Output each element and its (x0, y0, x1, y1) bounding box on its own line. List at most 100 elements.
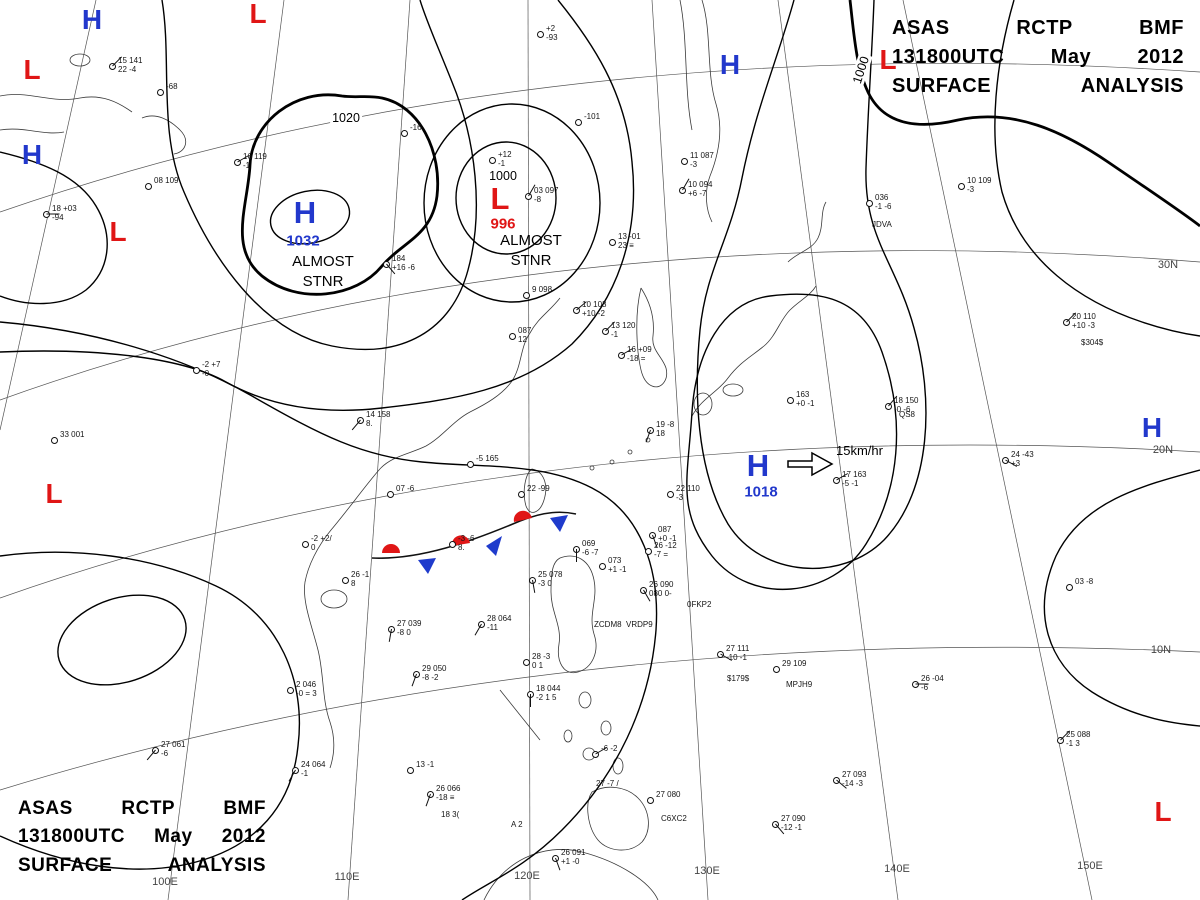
station-text: 10 094 +6 -7 (688, 180, 713, 198)
pressure-center-letter-H: H (746, 448, 770, 483)
chart-type: SURFACE ANALYSIS (18, 854, 266, 876)
station-circle-icon (1066, 584, 1073, 591)
station-text: 184 +16 -6 (392, 254, 415, 272)
pressure-letter-L: L (23, 54, 41, 85)
station-text: 19 -8 18 (656, 420, 675, 438)
station-text: 18 +03 -94 (52, 204, 77, 222)
station-circle-icon (618, 352, 625, 359)
station-circle-icon (523, 659, 530, 666)
station-text: -16 (410, 123, 422, 132)
station-circle-icon (573, 307, 580, 314)
station-text: QS8 (899, 410, 916, 419)
station-circle-icon (787, 397, 794, 404)
station-circle-icon (467, 461, 474, 468)
coastlines (0, 0, 827, 900)
pressure-motion-label: 15km/hr (836, 443, 883, 458)
station-text: 18 044 -2 1 5 (536, 684, 561, 702)
station-circle-icon (302, 541, 309, 548)
pressure-letter-L: L (1154, 796, 1172, 827)
station-circle-icon (152, 747, 159, 754)
longitude-label: 120E (514, 870, 540, 882)
station-circle-icon (833, 477, 840, 484)
chart-datetime: 131800UTC May 2012 (892, 46, 1184, 68)
station-circle-icon (912, 681, 919, 688)
station-circle-icon (427, 791, 434, 798)
station-text: 26 -1 8 (351, 570, 370, 588)
station-circle-icon (599, 563, 606, 570)
station-text: 26 091 +1 -0 (561, 848, 586, 866)
pressure-center-value: 1018 (744, 483, 778, 501)
pressure-center-letter-L: L (490, 181, 510, 216)
station-circle-icon (537, 31, 544, 38)
station-text: 27 111 -10 -1 (726, 644, 750, 662)
station-text: 16 119 -1 (243, 152, 267, 170)
station-text: -101 (584, 112, 601, 121)
latitude-label: 10N (1150, 644, 1172, 656)
pressure-center-value: 996 (490, 215, 516, 233)
pressure-letter-H: H (719, 49, 741, 80)
station-text: 10 109 -3 (967, 176, 992, 194)
station-text: $304$ (1081, 338, 1104, 347)
chart-datetime: 131800UTC May 2012 (18, 826, 266, 847)
station-circle-icon (287, 687, 294, 694)
pressure-letter-L: L (879, 44, 897, 75)
station-text: -3 -6 8. (458, 534, 475, 552)
station-circle-icon (489, 157, 496, 164)
motion-arrow (787, 451, 834, 477)
station-text: 15 141 22 -4 (118, 56, 143, 74)
pressure-center-value: 1032 (286, 232, 320, 250)
station-text: 24 064 -1 (301, 760, 326, 778)
station-text: MPJH9 (786, 680, 813, 689)
longitude-label: 100E (152, 876, 178, 888)
station-text: 069 -6 -7 (582, 539, 599, 557)
station-text: 28 -3 0 1 (532, 652, 551, 670)
station-text: 25 088 -1 3 (1066, 730, 1091, 748)
station-circle-icon (357, 417, 364, 424)
station-circle-icon (866, 200, 873, 207)
station-text: 18 150 -0 -6 (894, 396, 919, 414)
isobar-label: 1000 (487, 169, 519, 183)
station-circle-icon (145, 183, 152, 190)
station-text: 087 +0 -1 (658, 525, 677, 543)
station-circle-icon (773, 666, 780, 673)
station-text: 11 087 -3 (690, 151, 714, 169)
stationary-front (371, 510, 577, 574)
chart-id: ASAS RCTP BMF (18, 797, 266, 819)
station-circle-icon (645, 548, 652, 555)
station-circle-icon (523, 292, 530, 299)
pressure-center-note: ALMOST STNR (292, 253, 354, 291)
station-text: ZCDM8 VRDP9 (594, 620, 653, 629)
station-circle-icon (234, 159, 241, 166)
station-text: 29 109 (782, 659, 807, 668)
isobar-label: 1000 (849, 52, 873, 88)
station-circle-icon (413, 671, 420, 678)
station-text: 16 +09 -18 = (627, 345, 652, 363)
station-text: -5 165 (476, 454, 499, 463)
station-text: 25 078 -3 0 (538, 570, 563, 588)
station-circle-icon (193, 367, 200, 374)
station-text: 03 097 -8 (534, 186, 559, 204)
station-text: 26 -12 -7 = (654, 541, 677, 559)
front-triangle (550, 515, 568, 532)
station-text: 27 039 -8 0 (397, 619, 422, 637)
station-circle-icon (157, 89, 164, 96)
station-text: 08 109 (154, 176, 179, 185)
wind-barb-icon (146, 749, 156, 761)
station-text: 27 080 (656, 790, 681, 799)
station-text: $179$ (727, 674, 750, 683)
station-circle-icon (667, 491, 674, 498)
station-circle-icon (51, 437, 58, 444)
station-text: C6XC2 (661, 814, 687, 823)
station-text: 13 120 -1 (611, 321, 636, 339)
front-triangle (418, 558, 436, 574)
station-text: 9 098 (532, 285, 553, 294)
station-text: -68 (166, 82, 178, 91)
station-text: 073 +1 -1 (608, 556, 627, 574)
station-circle-icon (573, 546, 580, 553)
station-circle-icon (958, 183, 965, 190)
longitude-label: 130E (694, 865, 720, 877)
